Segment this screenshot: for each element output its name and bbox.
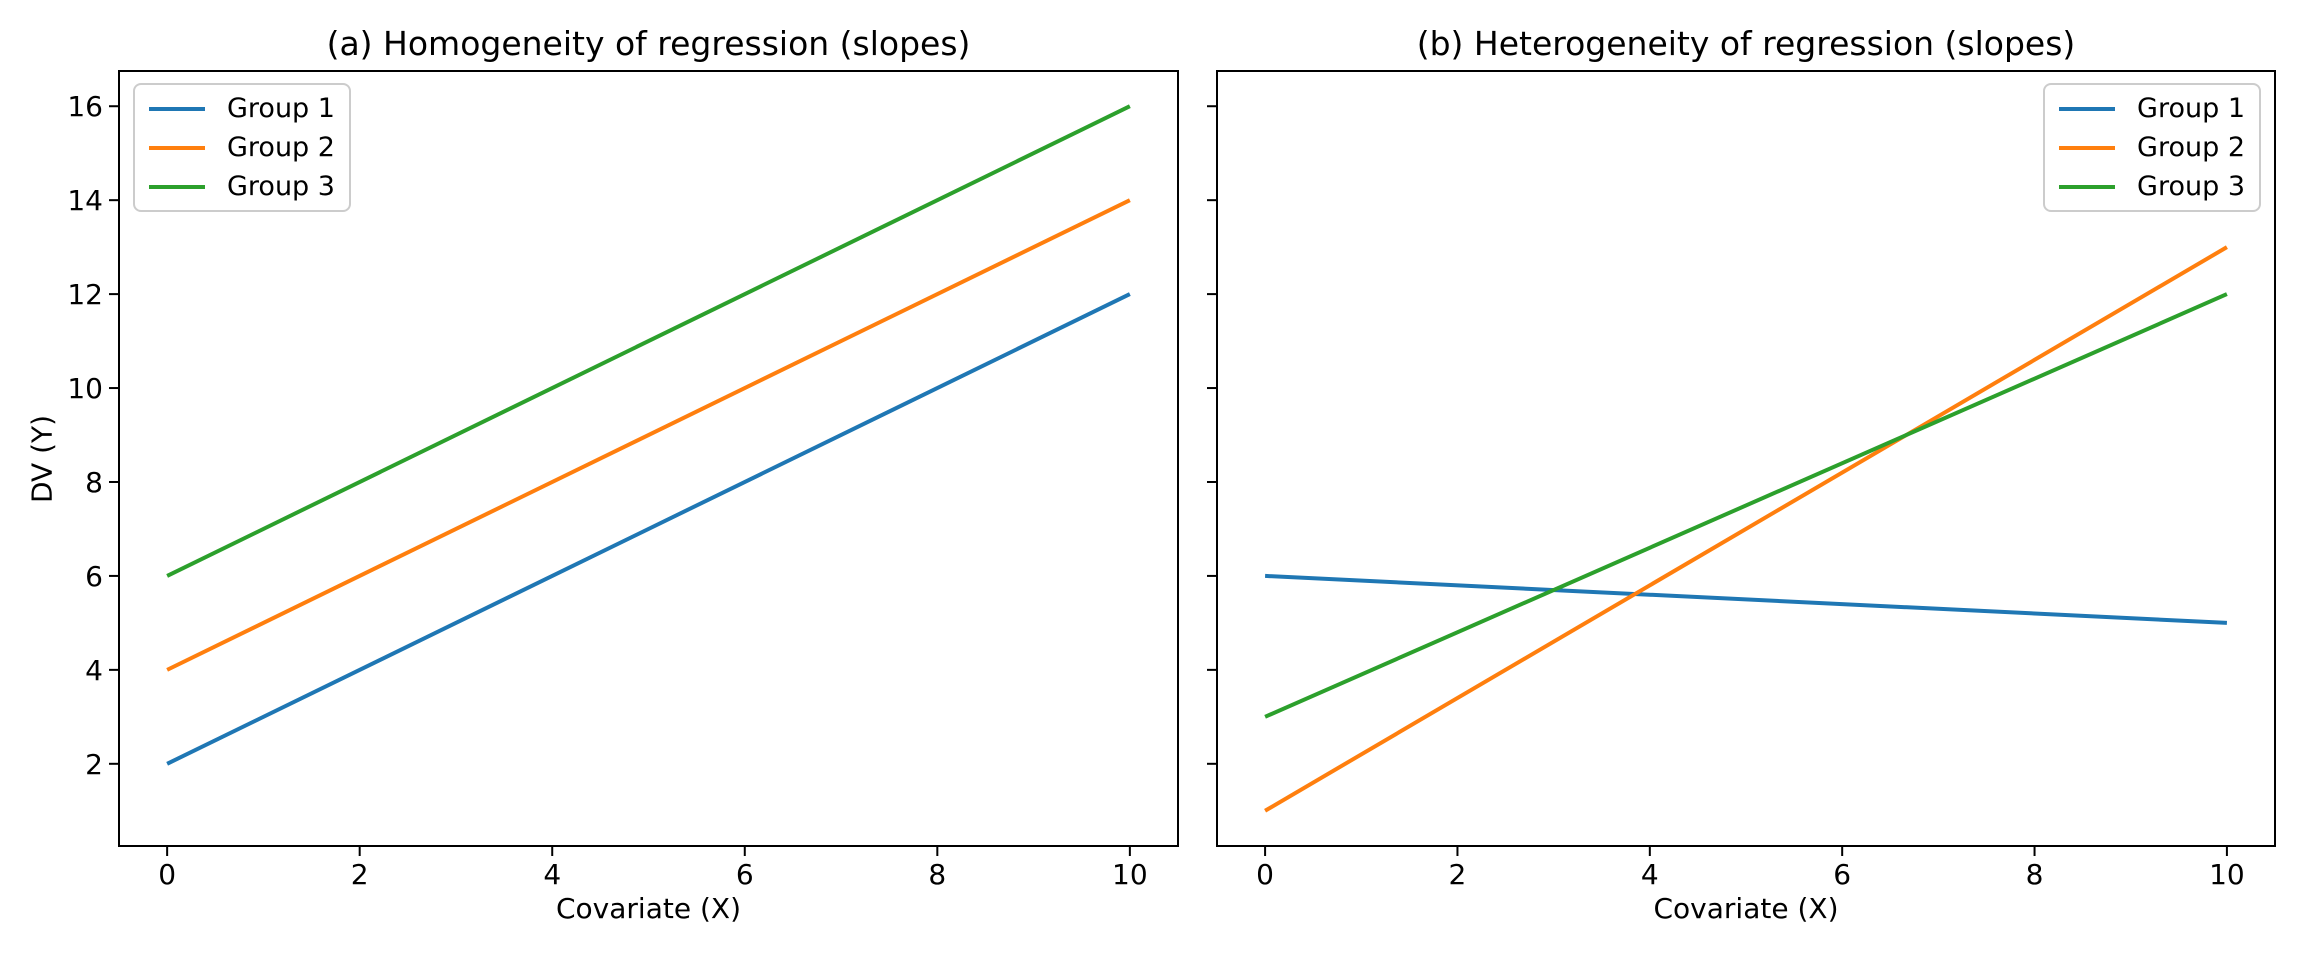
legend-entry: Group 1 (149, 93, 335, 124)
y-tick-label: 4 (85, 654, 103, 687)
y-tick-label: 2 (85, 748, 103, 781)
legend-label: Group 1 (2137, 93, 2245, 124)
legend-line-swatch (2059, 145, 2116, 150)
legend-entry: Group 3 (2059, 171, 2245, 202)
series-line-group-2 (1264, 245, 2228, 813)
x-tick-label: 6 (1833, 858, 1851, 891)
x-tick-label: 0 (158, 858, 176, 891)
legend-label: Group 2 (227, 132, 335, 163)
legend-line-swatch (149, 184, 205, 189)
plot-canvas: 0 2 4 6 8 10 (1207, 70, 2276, 891)
legend-line-swatch (149, 106, 205, 111)
x-tick-label: 4 (1641, 858, 1659, 891)
y-tick-label: 16 (67, 90, 103, 123)
series-line-group-2 (166, 198, 1131, 672)
y-tick-label: 6 (85, 560, 103, 593)
subplot-a-homogeneity: (a) Homogeneity of regression (slopes) D… (26, 24, 1179, 925)
x-tick-label: 10 (2209, 858, 2245, 891)
x-tick-label: 2 (351, 858, 369, 891)
y-tick-label: 10 (67, 372, 103, 405)
x-tick-label: 10 (1112, 858, 1148, 891)
plot-area: 0 2 4 6 8 10 2 4 6 8 10 12 14 16 Group 1 Group 2 Group … (67, 70, 1179, 891)
legend-line-swatch (149, 145, 205, 150)
chart-title: (a) Homogeneity of regression (slopes) (326, 24, 971, 63)
legend-line-swatch (2059, 184, 2116, 189)
y-tick-label: 8 (85, 466, 103, 499)
legend: Group 1 Group 2 Group 3 (2043, 83, 2261, 212)
x-tick-label: 2 (1449, 858, 1467, 891)
legend-line-swatch (2059, 106, 2116, 111)
axes-spines (1216, 70, 2276, 847)
series-line-group-3 (166, 104, 1131, 578)
y-tick-label: 14 (67, 184, 103, 217)
legend: Group 1 Group 2 Group 3 (133, 83, 351, 212)
legend-label: Group 2 (2137, 132, 2245, 163)
legend-label: Group 1 (227, 93, 335, 124)
series-line-group-1 (166, 292, 1131, 766)
chart-title: (b) Heterogeneity of regression (slopes) (1416, 24, 2076, 63)
x-tick-label: 0 (1256, 858, 1274, 891)
y-tick-label: 12 (67, 278, 103, 311)
x-tick-label: 4 (543, 858, 561, 891)
x-tick-label: 8 (2026, 858, 2044, 891)
legend-entry: Group 3 (149, 171, 335, 202)
plot-canvas: 0 2 4 6 8 10 2 4 6 8 10 12 14 16 (67, 70, 1179, 891)
legend-entry: Group 1 (2059, 93, 2245, 124)
x-tick-label: 6 (736, 858, 754, 891)
series-line-group-3 (1264, 292, 2228, 719)
plot-area: 0 2 4 6 8 10 Group 1 Group 2 Group 3 (1207, 70, 2276, 891)
series-line-group-1 (1264, 573, 2228, 625)
legend-entry: Group 2 (2059, 132, 2245, 163)
y-axis-label: DV (Y) (25, 414, 59, 503)
x-axis-label: Covariate (X) (1653, 892, 1839, 925)
legend-label: Group 3 (227, 171, 335, 202)
subplot-b-heterogeneity: (b) Heterogeneity of regression (slopes)… (1207, 24, 2276, 925)
legend-label: Group 3 (2137, 171, 2245, 202)
x-axis-label: Covariate (X) (556, 892, 741, 925)
legend-entry: Group 2 (149, 132, 335, 163)
x-tick-label: 8 (928, 858, 946, 891)
axes-spines (118, 70, 1179, 847)
